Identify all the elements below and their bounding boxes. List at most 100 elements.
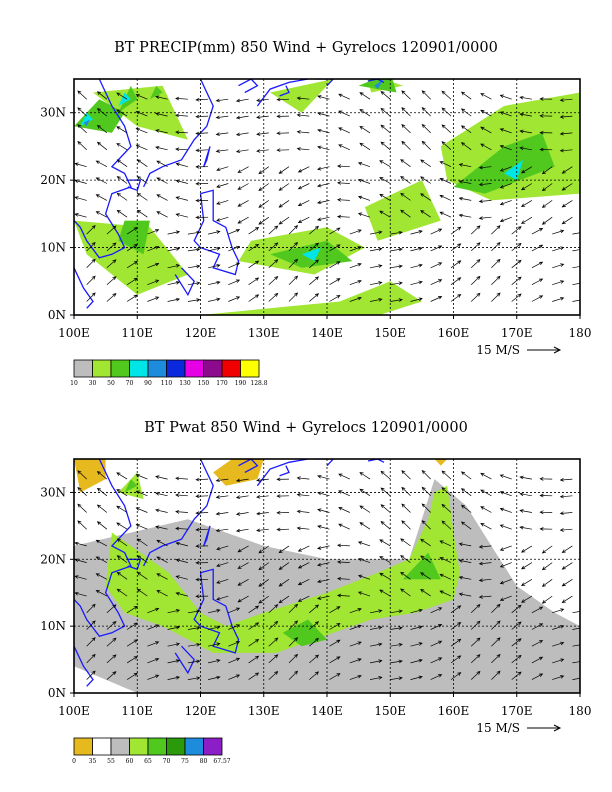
precip-wind-vector: [77, 124, 87, 134]
precip-wind-vector: [421, 140, 431, 151]
precip-shade-region: [270, 79, 334, 113]
precip-wind-vector: [175, 130, 188, 135]
pwat-coastline: [314, 459, 335, 467]
pwat-wind-vector: [278, 562, 290, 570]
precip-wind-vector: [135, 144, 148, 151]
pwat-wind-vector: [572, 611, 580, 614]
precip-wind-vector: [521, 216, 533, 224]
precip-wind-vector: [216, 216, 229, 222]
pwat-wind-vector: [297, 545, 310, 552]
precip-wind-vector: [167, 247, 181, 252]
precip-wind-vector: [430, 262, 443, 269]
precip-wind-vector: [521, 183, 533, 191]
pwat-wind-vector: [156, 539, 168, 547]
pwat-wind-vector: [175, 526, 188, 531]
pwat-wind-vector: [491, 620, 501, 630]
pwat-wind-vector: [478, 561, 492, 566]
pwat-wind-vector: [458, 542, 472, 547]
precip-wind-vector: [539, 130, 553, 135]
precip-wind-vector: [480, 126, 492, 134]
precip-wind-vector: [147, 279, 160, 286]
pwat-wind-vector: [539, 476, 553, 481]
pwat-wind-vector: [521, 562, 533, 570]
pwat-x-tick-label: 180: [569, 704, 592, 718]
pwat-wind-vector: [208, 642, 221, 647]
pwat-wind-vector: [359, 488, 371, 497]
precip-wind-vector: [499, 128, 512, 134]
precip-wind-vector: [175, 213, 188, 218]
precip-wind-vector: [439, 161, 452, 168]
precip-wind-vector: [478, 182, 492, 187]
precip-wind-vector: [401, 107, 411, 117]
pwat-wind-vector: [235, 478, 249, 483]
precip-coastline: [256, 79, 309, 107]
precip-wind-vector: [349, 229, 362, 235]
precip-wind-vector: [561, 216, 573, 225]
precip-wind-vector: [96, 91, 108, 100]
pwat-shade-region: [105, 485, 460, 653]
precip-wind-vector: [480, 109, 492, 117]
pwat-wind-vector: [349, 608, 362, 614]
precip-wind-vector: [552, 229, 565, 235]
precip-wind-vector: [106, 276, 117, 285]
pwat-wind-vector: [296, 476, 310, 480]
precip-wind-vector: [95, 177, 108, 184]
precip-wind-vector: [359, 109, 371, 117]
precip-wind-vector: [552, 297, 565, 302]
pwat-wind-vector: [380, 520, 391, 530]
precip-wind-vector: [317, 200, 330, 205]
pwat-wind-vector: [268, 604, 279, 614]
pwat-wind-vector: [175, 476, 188, 481]
pwat-coastline: [174, 645, 195, 675]
pwat-colorbar-label: 65: [144, 758, 152, 765]
precip-wind-vector: [329, 278, 341, 286]
pwat-wind-vector: [439, 590, 452, 597]
pwat-wind-vector: [552, 608, 565, 614]
precip-wind-vector: [208, 247, 221, 252]
pwat-wind-vector: [478, 595, 492, 599]
precip-wind-vector: [379, 176, 391, 184]
precip-coastline: [74, 267, 94, 309]
precip-wind-map: 100E 110E 120E 130E 140E 150E 160E 170E 180 0N 10N…: [40, 78, 591, 387]
precip-wind-vector: [458, 213, 472, 218]
precip-wind-vector: [491, 258, 501, 269]
precip-wind-vector: [215, 132, 229, 136]
pwat-wind-vector: [96, 504, 108, 513]
precip-colorbar-label: 10: [70, 380, 78, 387]
precip-wind-vector: [317, 128, 330, 134]
precip-colorbar-label: 70: [126, 380, 134, 387]
pwat-x-tick-label: 100E: [58, 704, 90, 718]
pwat-wind-vector: [95, 556, 108, 563]
precip-wind-vector: [380, 107, 391, 117]
precip-wind-vector: [175, 162, 188, 168]
precip-wind-vector: [357, 212, 371, 218]
precip-wind-vector: [278, 183, 290, 191]
pwat-x-tick-label: 150E: [374, 704, 406, 718]
precip-wind-vector: [147, 229, 160, 235]
precip-wind-vector: [420, 210, 431, 218]
pwat-wind-vector: [309, 654, 320, 664]
pwat-wind-vector: [421, 503, 431, 513]
pwat-wind-vector: [357, 557, 371, 563]
precip-wind-vector: [156, 160, 168, 168]
precip-wind-vector: [216, 166, 229, 172]
precip-wind-vector: [430, 279, 443, 286]
pwat-wind-vector: [216, 595, 229, 601]
precip-wind-vector: [116, 193, 128, 201]
pwat-wind-vector: [499, 524, 512, 530]
precip-wind-vector: [357, 162, 371, 168]
pwat-colorbar-label: 70: [163, 758, 171, 765]
pwat-wind-vector: [215, 511, 229, 516]
precip-wind-vector: [450, 260, 462, 269]
precip-wind-vector: [278, 216, 290, 225]
precip-wind-vector: [541, 200, 553, 208]
precip-wind-vector: [235, 115, 249, 120]
pwat-wind-vector: [309, 637, 320, 647]
precip-wind-vector: [296, 113, 310, 117]
pwat-wind-vector: [237, 562, 249, 569]
pwat-x-tick-label: 130E: [248, 704, 280, 718]
pwat-wind-vector: [420, 588, 431, 597]
pwat-wind-vector: [380, 504, 391, 513]
precip-coastline: [238, 79, 259, 94]
precip-wind-vector: [86, 258, 96, 269]
